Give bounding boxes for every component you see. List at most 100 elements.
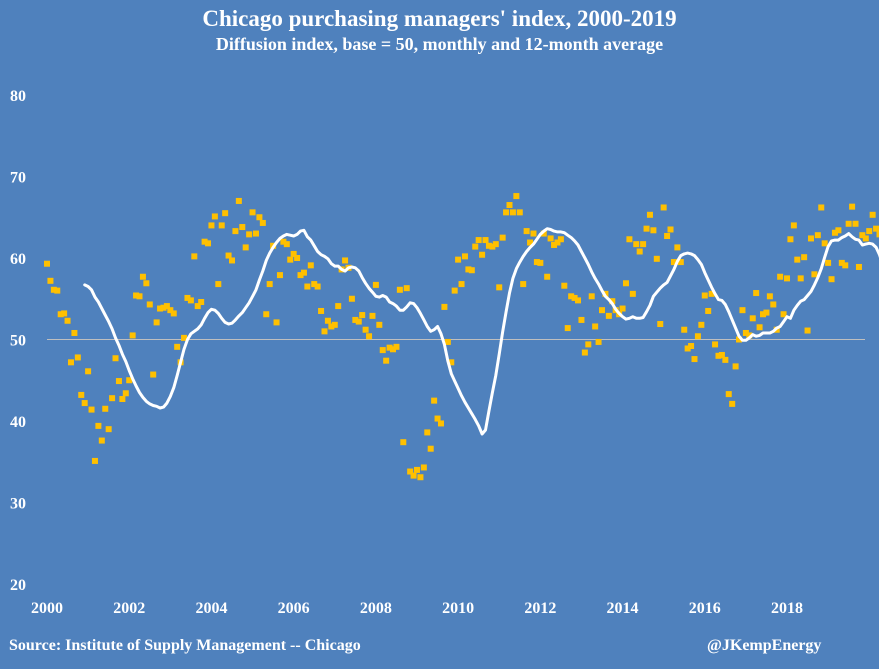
source-note: Source: Institute of Supply Management -… <box>9 637 361 654</box>
monthly-point <box>420 464 427 471</box>
monthly-point <box>153 319 160 326</box>
monthly-point <box>91 457 98 464</box>
monthly-point <box>636 248 643 255</box>
x-tick-label: 2000 <box>31 600 63 617</box>
x-tick-label: 2006 <box>278 600 310 617</box>
monthly-point <box>667 226 674 233</box>
monthly-point <box>784 275 790 282</box>
monthly-point <box>475 237 482 244</box>
monthly-point <box>736 336 743 343</box>
monthly-point <box>205 240 212 247</box>
monthly-point <box>599 307 605 314</box>
monthly-point <box>595 338 602 345</box>
monthly-point <box>845 220 852 227</box>
monthly-point <box>348 295 355 302</box>
monthly-point <box>688 343 695 350</box>
y-tick-label: 40 <box>10 414 26 431</box>
monthly-point <box>797 275 804 282</box>
monthly-point <box>547 235 554 242</box>
monthly-point <box>311 281 318 288</box>
monthly-point <box>575 297 582 304</box>
monthly-point <box>451 287 458 294</box>
monthly-point <box>393 343 400 350</box>
monthly-point <box>455 256 462 263</box>
author-handle: @JKempEnergy <box>707 637 822 654</box>
monthly-point <box>499 234 506 241</box>
monthly-point <box>821 240 828 247</box>
monthly-point <box>448 359 455 366</box>
monthly-point <box>794 256 801 263</box>
monthly-point <box>259 219 266 226</box>
monthly-point <box>835 227 842 234</box>
monthly-point <box>105 426 112 433</box>
monthly-point <box>366 333 373 340</box>
monthly-point <box>50 286 57 293</box>
monthly-point <box>78 391 85 398</box>
monthly-point <box>492 241 499 248</box>
monthly-point <box>71 329 78 336</box>
monthly-point <box>47 277 54 284</box>
monthly-point <box>838 259 845 266</box>
monthly-point <box>129 332 136 339</box>
x-tick-label: 2018 <box>771 600 803 617</box>
monthly-point <box>804 327 811 334</box>
monthly-point <box>174 343 181 350</box>
monthly-point <box>629 290 636 297</box>
monthly-point <box>554 239 561 246</box>
monthly-point <box>283 241 290 248</box>
monthly-point <box>95 422 102 429</box>
monthly-point <box>229 257 235 264</box>
monthly-point <box>417 474 424 481</box>
monthly-point <box>722 356 729 363</box>
monthly-point <box>410 472 417 479</box>
monthly-point <box>98 437 105 444</box>
monthly-point <box>831 229 838 236</box>
monthly-point <box>304 283 311 290</box>
monthly-point <box>811 271 818 278</box>
monthly-point <box>434 415 441 422</box>
x-tick-label: 2012 <box>524 600 556 617</box>
monthly-point <box>218 222 225 229</box>
monthly-point <box>516 209 523 216</box>
monthly-point <box>561 282 568 289</box>
monthly-point <box>506 202 513 209</box>
monthly-point <box>324 317 331 324</box>
x-tick-label: 2010 <box>442 600 474 617</box>
monthly-point <box>160 304 167 311</box>
monthly-point <box>705 307 712 314</box>
chart-subtitle: Diffusion index, base = 50, monthly and … <box>215 34 664 54</box>
monthly-point <box>181 334 188 341</box>
monthly-point <box>530 230 537 237</box>
monthly-point <box>276 272 283 279</box>
monthly-point <box>321 328 328 335</box>
monthly-point <box>67 359 74 366</box>
monthly-point <box>208 222 215 229</box>
monthly-point <box>862 235 869 242</box>
chart-title: Chicago purchasing managers' index, 2000… <box>202 6 677 31</box>
monthly-point <box>331 321 338 328</box>
monthly-point <box>523 228 530 235</box>
monthly-point <box>54 287 61 294</box>
monthly-point <box>102 405 109 412</box>
monthly-point <box>657 321 664 328</box>
monthly-point <box>249 209 256 216</box>
monthly-point <box>126 377 133 384</box>
monthly-point <box>503 209 510 216</box>
monthly-point <box>437 420 444 427</box>
monthly-point <box>403 285 410 292</box>
monthly-point <box>479 251 486 258</box>
monthly-point <box>239 224 246 231</box>
monthly-point <box>133 292 140 299</box>
monthly-point <box>592 323 599 330</box>
monthly-point <box>732 363 739 370</box>
y-tick-label: 50 <box>10 333 26 350</box>
monthly-point <box>787 236 794 243</box>
monthly-point <box>396 286 403 293</box>
monthly-point <box>708 290 715 297</box>
monthly-point <box>235 197 242 204</box>
monthly-point <box>167 307 174 314</box>
monthly-point <box>873 225 879 232</box>
monthly-point <box>461 253 468 260</box>
monthly-point <box>650 227 657 234</box>
monthly-point <box>369 312 376 319</box>
